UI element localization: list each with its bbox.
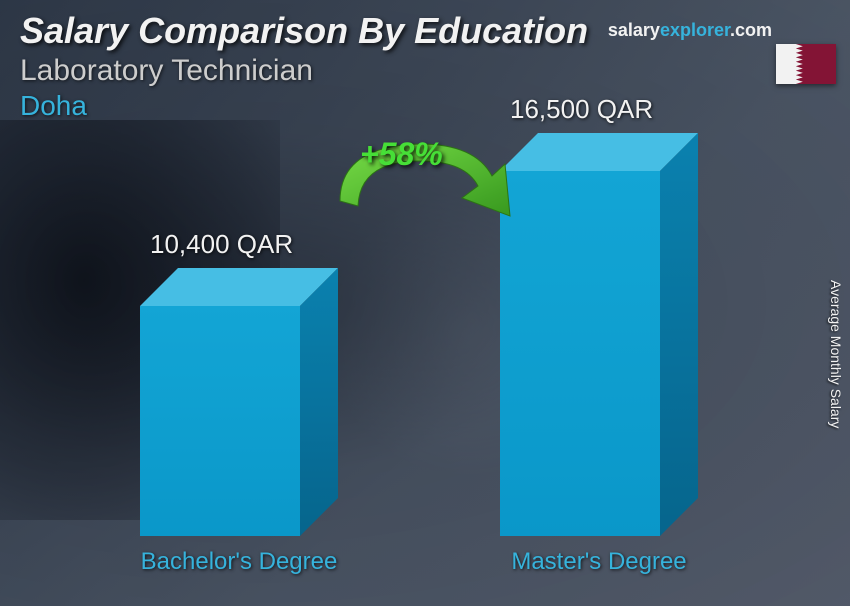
bar-front-face xyxy=(140,306,300,536)
brand-part3: .com xyxy=(730,20,772,40)
bar-value-label: 10,400 QAR xyxy=(150,229,293,260)
job-title: Laboratory Technician xyxy=(20,54,830,88)
brand-part2: explorer xyxy=(660,20,730,40)
brand-logo: salaryexplorer.com xyxy=(608,20,772,41)
brand-part1: salary xyxy=(608,20,660,40)
bar-side-face xyxy=(660,133,698,536)
bar-chart: 10,400 QAR Bachelor's Degree 16,500 QAR … xyxy=(0,136,850,586)
flag-white-stripe xyxy=(776,44,796,84)
bar-value-label: 16,500 QAR xyxy=(510,94,653,125)
bar-category-label: Bachelor's Degree xyxy=(140,548,338,576)
bar-side-face xyxy=(300,268,338,536)
location-label: Doha xyxy=(20,90,830,122)
qatar-flag-icon xyxy=(776,44,836,84)
bar-category-label: Master's Degree xyxy=(500,548,698,576)
percent-increase-label: +58% xyxy=(360,136,443,173)
bar-bachelors: 10,400 QAR Bachelor's Degree xyxy=(140,306,338,536)
